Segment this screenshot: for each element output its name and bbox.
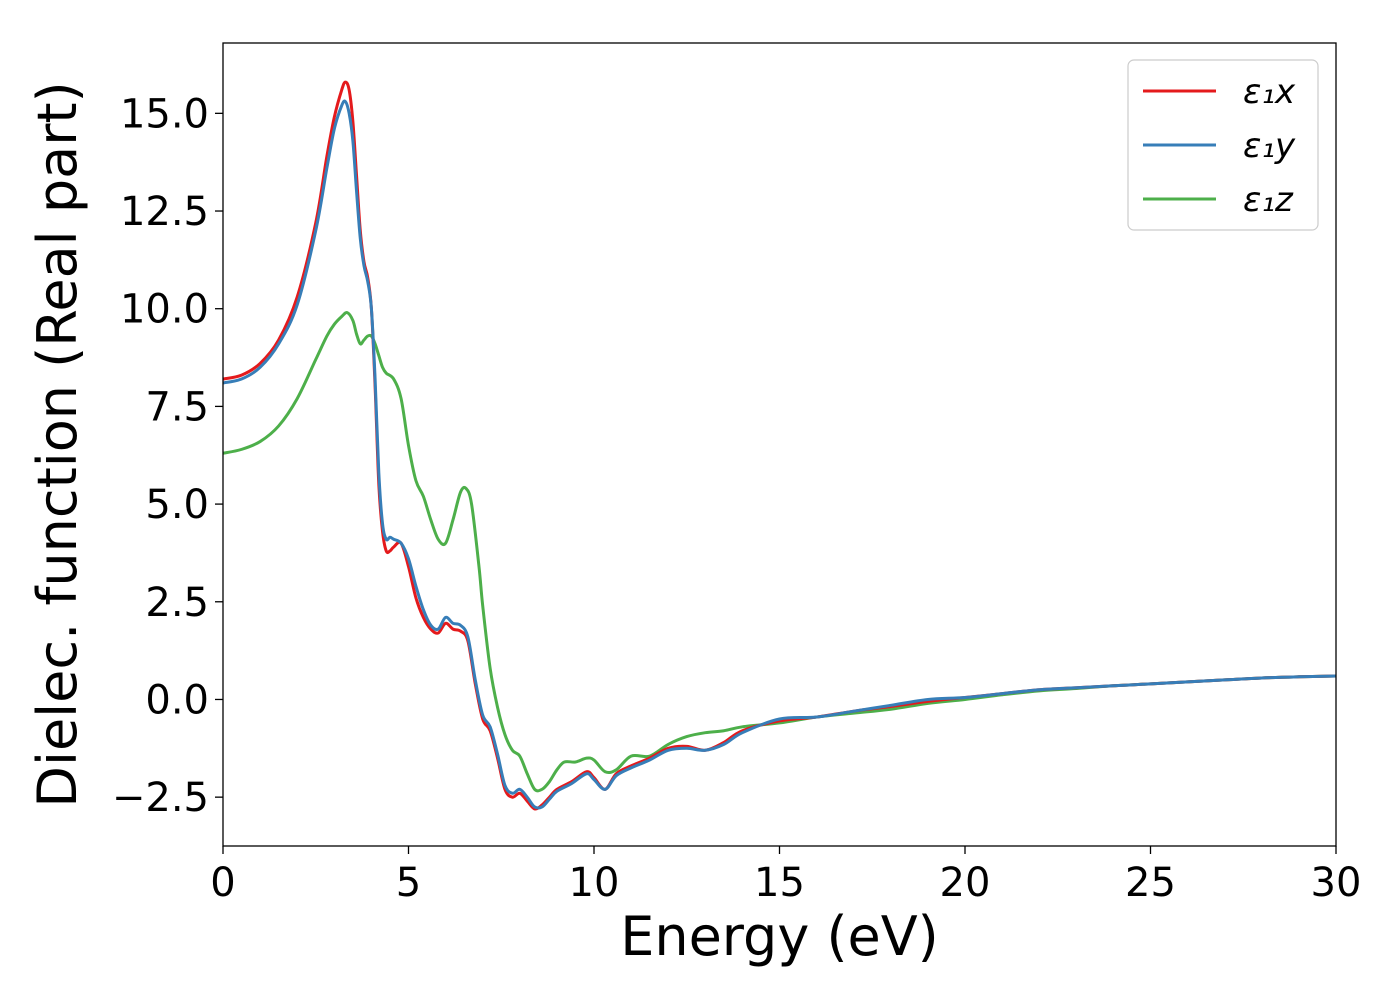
x-tick-label: 20 <box>940 860 991 906</box>
plot-frame <box>222 42 1337 847</box>
y-axis-label: Dielec. function (Real part) <box>26 81 89 807</box>
legend-box <box>1127 59 1319 231</box>
legend: ε₁x ε₁y ε₁z <box>1127 59 1319 231</box>
x-axis-label: Energy (eV) <box>620 905 939 968</box>
x-tick-label: 25 <box>1125 860 1176 906</box>
series-line-3 <box>222 311 1337 793</box>
x-tick-label: 10 <box>569 860 620 906</box>
y-tick-label: 7.5 <box>145 384 209 430</box>
y-tick-label: 5.0 <box>145 482 209 528</box>
legend-entries: ε₁x ε₁y ε₁z <box>1143 72 1296 220</box>
y-tick-label: 2.5 <box>145 580 209 626</box>
y-tick-label: 15.0 <box>120 91 209 137</box>
x-axis-ticks: 0 5 10 15 20 25 30 <box>210 846 1361 906</box>
x-tick-label: 0 <box>210 860 235 906</box>
x-tick-label: 5 <box>396 860 421 906</box>
legend-label-3: ε₁z <box>1243 180 1294 220</box>
series-line-2 <box>222 99 1337 810</box>
legend-label-1: ε₁x <box>1243 72 1296 112</box>
y-tick-label: 10.0 <box>120 287 209 333</box>
y-axis-ticks: −2.5 0.0 2.5 5.0 7.5 10.0 12.5 15.0 <box>112 91 223 821</box>
y-tick-label: 0.0 <box>145 677 209 723</box>
series-layer <box>222 80 1337 811</box>
legend-label-2: ε₁y <box>1243 126 1296 166</box>
x-tick-label: 15 <box>754 860 805 906</box>
y-tick-label: 12.5 <box>120 189 209 235</box>
x-tick-label: 30 <box>1311 860 1362 906</box>
y-tick-label: −2.5 <box>112 775 209 821</box>
